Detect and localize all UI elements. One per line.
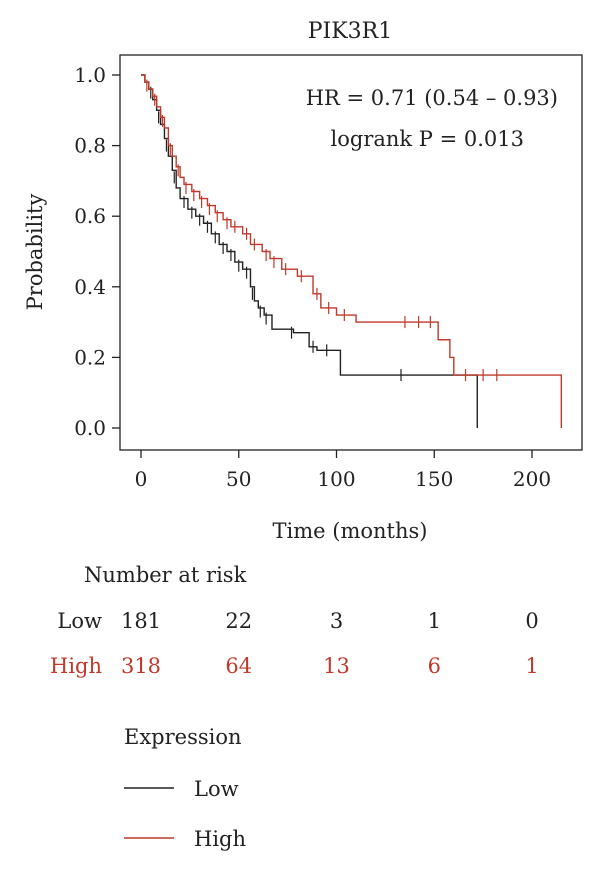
risk-value: 22 [225, 609, 252, 633]
y-tick-label: 1.0 [74, 63, 106, 87]
plot-frame [119, 54, 583, 451]
x-axis-label: Time (months) [273, 519, 428, 543]
risk-table-title: Number at risk [84, 563, 247, 587]
risk-value: 64 [225, 654, 252, 678]
risk-row-label: High [50, 654, 102, 678]
x-tick-label: 0 [135, 467, 148, 491]
risk-value: 3 [330, 609, 343, 633]
x-tick-label: 100 [317, 467, 355, 491]
risk-value: 318 [121, 654, 161, 678]
chart-title: PIK3R1 [308, 19, 393, 44]
y-axis-label: Probability [23, 194, 47, 311]
y-tick-label: 0.0 [74, 416, 106, 440]
y-tick-label: 0.8 [74, 134, 106, 158]
survival-curves [141, 74, 563, 428]
legend-label: Low [194, 777, 239, 801]
legend-label: High [194, 827, 246, 851]
risk-value: 13 [323, 654, 350, 678]
logrank-annotation: logrank P = 0.013 [331, 127, 524, 151]
risk-value: 6 [428, 654, 441, 678]
legend: Low High [124, 777, 246, 851]
risk-value: 0 [525, 609, 538, 633]
risk-table: Low 181 22 3 1 0 High 318 64 13 6 1 [50, 609, 539, 678]
y-tick-label: 0.2 [74, 345, 106, 369]
x-tick-label: 150 [415, 467, 453, 491]
x-axis: 0 50 100 150 200 [135, 450, 551, 491]
y-axis: 0.0 0.2 0.4 0.6 0.8 1.0 [74, 63, 120, 440]
risk-value: 1 [428, 609, 441, 633]
plot-area [119, 54, 583, 451]
hr-annotation: HR = 0.71 (0.54 – 0.93) [306, 86, 558, 110]
x-tick-label: 50 [226, 467, 251, 491]
y-tick-label: 0.6 [74, 204, 106, 228]
risk-row-label: Low [57, 609, 102, 633]
x-tick-label: 200 [513, 467, 551, 491]
risk-value: 181 [121, 609, 161, 633]
risk-value: 1 [525, 654, 538, 678]
y-tick-label: 0.4 [74, 275, 106, 299]
legend-title: Expression [124, 725, 242, 749]
curve-high [141, 74, 563, 428]
